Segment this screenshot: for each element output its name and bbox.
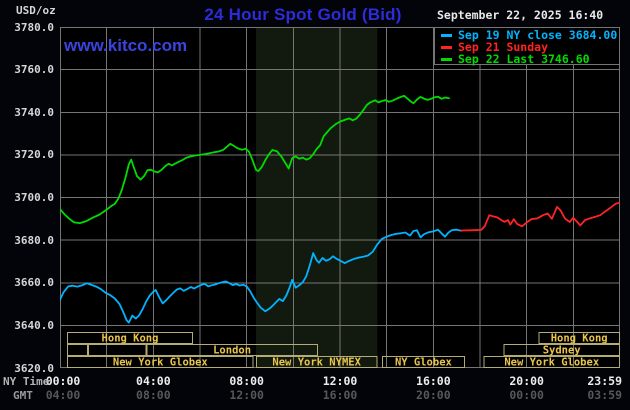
session-box <box>146 344 318 356</box>
chart-title: 24 Hour Spot Gold (Bid) <box>204 5 402 24</box>
session-box <box>67 344 88 356</box>
x-tick-label-gmt: 12:00 <box>229 388 264 402</box>
y-tick-label: 3680.0 <box>14 233 54 247</box>
legend-date: September 22, 2025 16:40 <box>437 8 604 22</box>
legend-entry: Sep 22 Last 3746.60 <box>435 53 619 65</box>
legend-swatch-sep22 <box>441 57 452 61</box>
legend-label: Sep 21 Sunday <box>458 40 549 54</box>
y-tick-label: 3640.0 <box>14 318 54 332</box>
y-tick-label: 3720.0 <box>14 148 54 162</box>
session-label: Hong Kong <box>102 333 159 345</box>
session-box <box>382 356 465 368</box>
session-label: Sydney <box>543 345 582 357</box>
session-box <box>538 332 620 344</box>
x-axis-caption-gmt: GMT <box>13 389 33 402</box>
session-label: London <box>213 345 251 357</box>
session-label: New York Globex <box>113 357 209 369</box>
y-tick-label: 3780.0 <box>14 20 54 34</box>
x-axis-caption-nytime: NY Time <box>3 375 50 388</box>
x-tick-label-gmt: 16:00 <box>322 388 358 402</box>
session-label: NY Globex <box>395 357 453 369</box>
x-tick-label-gmt: 20:00 <box>416 388 451 402</box>
series-line-sep22 <box>60 94 450 225</box>
legend-label: Sep 22 Last 3746.60 <box>458 52 590 66</box>
session-box <box>256 356 378 368</box>
session-box <box>503 344 620 356</box>
y-tick-label: 3620.0 <box>14 361 54 375</box>
legend-entry: Sep 21 Sunday <box>435 41 619 53</box>
session-box <box>88 344 147 356</box>
y-tick-label: 3660.0 <box>14 276 54 290</box>
x-tick-label-nytime: 12:00 <box>322 374 358 388</box>
y-tick-label: 3740.0 <box>14 105 54 119</box>
session-box <box>67 332 193 344</box>
x-tick-label-nytime: 04:00 <box>136 374 171 388</box>
x-tick-label-nytime: 16:00 <box>416 374 451 388</box>
legend: Sep 19 NY close 3684.00 Sep 21 Sunday Sep … <box>434 27 620 65</box>
y-tick-label: 3700.0 <box>14 191 54 204</box>
y-axis-unit: USD/oz <box>16 4 56 17</box>
x-tick-label-nytime: 23:59 <box>587 374 622 388</box>
y-tick-label: 3760.0 <box>14 63 54 77</box>
legend-swatch-sep21 <box>441 45 452 49</box>
legend-swatch-sep19 <box>441 33 452 37</box>
x-tick-label-gmt: 03:59 <box>587 388 622 402</box>
x-tick-label-nytime: 08:00 <box>229 374 264 388</box>
x-tick-label-nytime: 00:00 <box>45 374 81 388</box>
session-label: New York NYMEX <box>272 357 361 369</box>
x-tick-label-gmt: 08:00 <box>136 388 171 402</box>
series-line-sep19 <box>60 228 463 324</box>
session-box <box>67 356 254 368</box>
series-line-sep21 <box>460 201 620 232</box>
kitco-watermark-link[interactable]: www.kitco.com <box>64 36 188 55</box>
x-tick-label-nytime: 20:00 <box>509 374 544 388</box>
session-box <box>483 356 620 368</box>
x-tick-label-gmt: 04:00 <box>45 388 81 402</box>
legend-label: Sep 19 NY close 3684.00 <box>458 28 618 42</box>
session-label: New York Globex <box>504 357 600 369</box>
x-tick-label-gmt: 00:00 <box>509 388 544 402</box>
session-label: Hong Kong <box>551 333 608 345</box>
legend-entry: Sep 19 NY close 3684.00 <box>435 29 619 41</box>
